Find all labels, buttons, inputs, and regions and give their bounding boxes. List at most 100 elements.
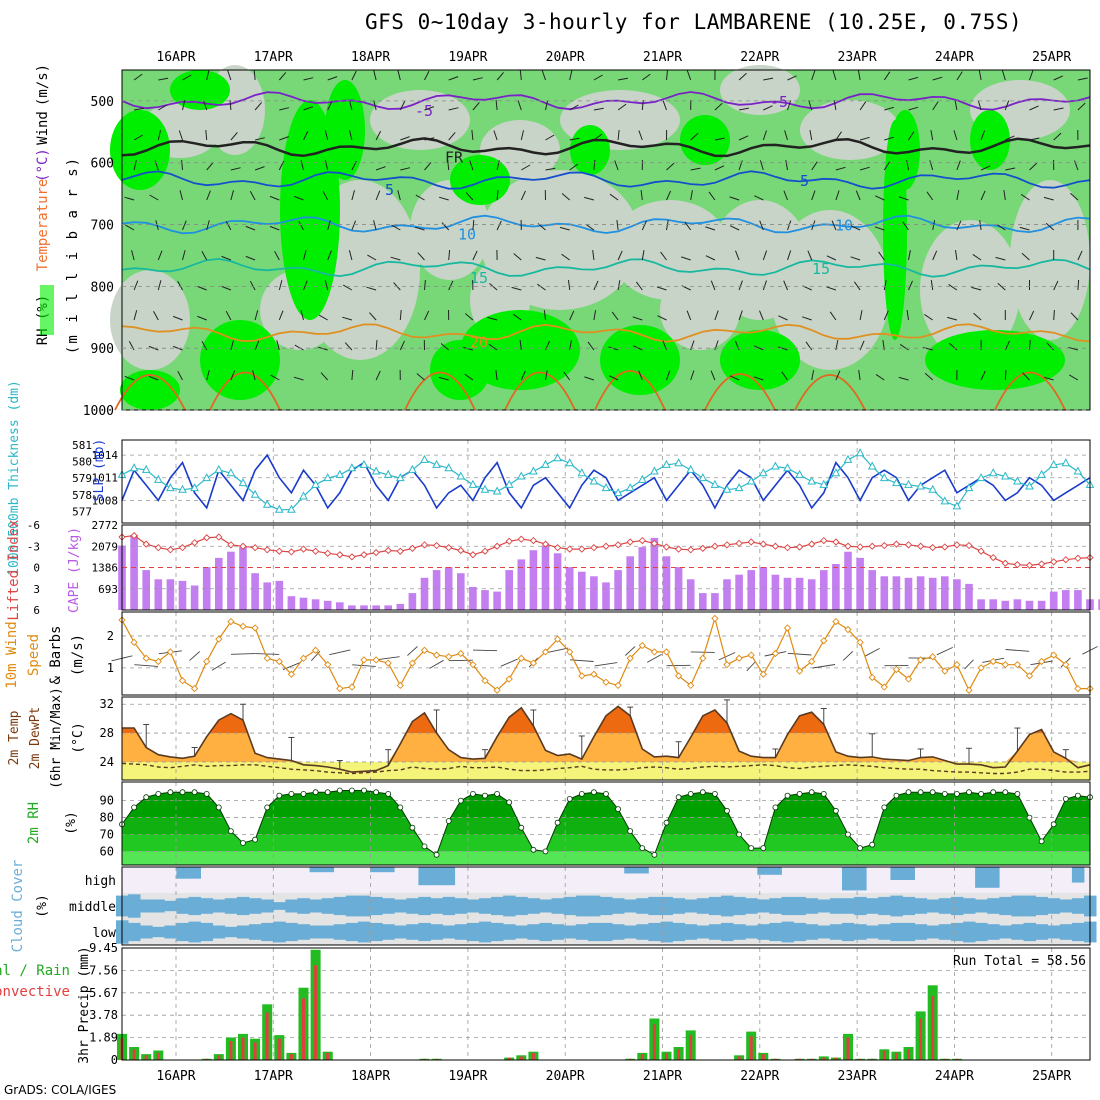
wind-speed-point — [190, 684, 199, 693]
rh2m-point — [675, 794, 682, 801]
cape-axis-label: CAPE (J/kg) — [67, 527, 82, 613]
wind-speed-point — [735, 654, 743, 662]
panel-frame — [121, 866, 1091, 946]
cloud-cover-cell — [600, 922, 613, 942]
cape-bar — [142, 570, 150, 610]
lifted-index-point — [166, 546, 175, 554]
cloud-cover-cell — [478, 921, 492, 943]
wind-speed-point — [941, 667, 949, 675]
wind-barb — [424, 106, 435, 111]
cloud-cover-cell — [249, 898, 262, 914]
cloud-cover-cell — [817, 925, 831, 939]
wind-barb — [855, 190, 861, 201]
wind-speed-point — [1050, 651, 1058, 659]
cloud-cover-cell — [854, 924, 867, 940]
cloud-cover-cell — [152, 926, 165, 938]
precip-convective-bar — [205, 1058, 209, 1060]
slp-tick-label: 1014 — [92, 449, 119, 462]
wind-barb — [778, 315, 788, 321]
rh2m-point — [131, 804, 138, 811]
lifted-index-point — [771, 542, 780, 550]
rh2m-point — [433, 851, 440, 858]
wind-barb — [835, 370, 841, 381]
top-day-label: 18APR — [351, 50, 390, 65]
wind-speed-point — [674, 672, 683, 680]
cape-bar — [699, 593, 707, 610]
surface-wind-barb — [964, 659, 974, 670]
rh2m-point — [724, 807, 730, 814]
wind-barb — [980, 190, 986, 201]
wind-barb — [229, 99, 232, 111]
precip-convective-bar — [834, 1057, 838, 1060]
wind-barb — [640, 190, 643, 201]
precip-convective-bar — [241, 1037, 245, 1060]
thickness-point — [166, 483, 175, 492]
wind-barb — [829, 311, 837, 321]
cloud-cover-cell — [854, 867, 867, 891]
cape-bar — [481, 590, 489, 610]
wind-barb — [254, 310, 259, 321]
lifted-index-point — [953, 541, 961, 549]
cape-bar — [348, 605, 356, 610]
cape-bar — [493, 591, 501, 610]
wind-barb — [1077, 77, 1088, 81]
cloud-cover-cell — [1071, 867, 1085, 883]
cloud-cover-cell — [696, 898, 710, 914]
wind-barb — [884, 136, 895, 141]
wind-speed-point — [650, 648, 659, 656]
cloud-cover-cell — [926, 899, 940, 913]
wind-barb — [949, 342, 958, 351]
wind-barb — [279, 136, 289, 141]
lifted-index-point — [324, 549, 332, 557]
wind-barb — [684, 221, 692, 231]
isotherm-label: 20 — [470, 334, 488, 352]
precip-convective-bar — [435, 1058, 439, 1060]
cloud-cover-cell — [345, 922, 359, 942]
surface-wind-barb — [407, 646, 418, 656]
wind-barb — [441, 222, 450, 231]
wind-barb — [739, 107, 749, 111]
thickness-point — [432, 459, 441, 468]
top-day-label: 19APR — [448, 50, 487, 65]
rh2m-point — [445, 818, 452, 824]
wind-barb — [977, 100, 982, 111]
lifted-index-point — [408, 544, 417, 553]
wind-speed-point — [408, 659, 417, 667]
wind-barb — [972, 253, 982, 261]
wind-barb — [1004, 100, 1010, 111]
thickness-point — [964, 483, 974, 492]
cape-bar — [178, 580, 187, 610]
thickness-point — [662, 459, 671, 468]
wind-barb — [269, 195, 280, 201]
thickness-point — [1061, 458, 1071, 467]
wind-barb — [608, 375, 619, 381]
wind-barb — [1045, 222, 1055, 231]
cloud-cover-cell — [938, 924, 952, 940]
cloud-cover-cell — [200, 898, 214, 914]
thickness-point — [468, 479, 478, 488]
wind-barb — [399, 100, 406, 111]
wind-barb — [206, 70, 210, 81]
cape-bar — [807, 579, 816, 610]
wind-barb — [1043, 196, 1054, 201]
precip-convective-bar — [132, 1049, 136, 1060]
wind-barb — [303, 77, 314, 81]
cloud-cover-cell — [757, 899, 770, 913]
rh2m-point — [833, 807, 839, 814]
precip-convective-bar — [665, 1052, 668, 1060]
wind-barb — [269, 225, 280, 231]
cloud-cover-cell — [781, 896, 794, 916]
wind-barb — [327, 100, 333, 111]
thickness-point — [347, 463, 357, 472]
precip-convective-bar — [507, 1057, 511, 1060]
cape-bar — [686, 579, 695, 610]
thickness-point — [904, 479, 913, 488]
wind-speed-point — [795, 667, 804, 675]
rh2m-point — [179, 789, 186, 796]
wind-speed-point — [517, 654, 525, 662]
wind-barb — [348, 250, 353, 261]
wind-barb — [519, 69, 522, 81]
panel-frame — [121, 696, 1091, 781]
lifted-tick-label: 6 — [33, 604, 40, 617]
wind-barb — [230, 370, 236, 381]
